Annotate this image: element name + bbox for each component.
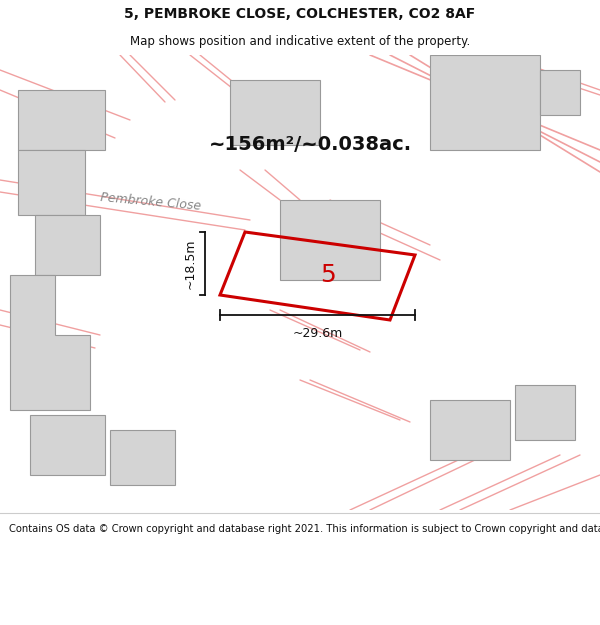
Text: 5, PEMBROKE CLOSE, COLCHESTER, CO2 8AF: 5, PEMBROKE CLOSE, COLCHESTER, CO2 8AF (124, 7, 476, 21)
Polygon shape (230, 80, 320, 145)
Polygon shape (280, 200, 380, 280)
Polygon shape (18, 90, 105, 150)
Text: Map shows position and indicative extent of the property.: Map shows position and indicative extent… (130, 35, 470, 48)
Text: 5: 5 (320, 264, 335, 288)
Polygon shape (515, 385, 575, 440)
Polygon shape (10, 275, 90, 410)
Text: Contains OS data © Crown copyright and database right 2021. This information is : Contains OS data © Crown copyright and d… (9, 524, 600, 534)
Text: Pembroke Close: Pembroke Close (100, 191, 202, 213)
Polygon shape (30, 415, 105, 475)
Text: ~18.5m: ~18.5m (184, 238, 197, 289)
Text: ~156m²/~0.038ac.: ~156m²/~0.038ac. (208, 136, 412, 154)
Polygon shape (110, 430, 175, 485)
Polygon shape (430, 55, 540, 150)
Polygon shape (540, 70, 580, 115)
Text: ~29.6m: ~29.6m (292, 327, 343, 340)
Polygon shape (430, 400, 510, 460)
Polygon shape (35, 215, 100, 275)
Polygon shape (18, 150, 85, 215)
